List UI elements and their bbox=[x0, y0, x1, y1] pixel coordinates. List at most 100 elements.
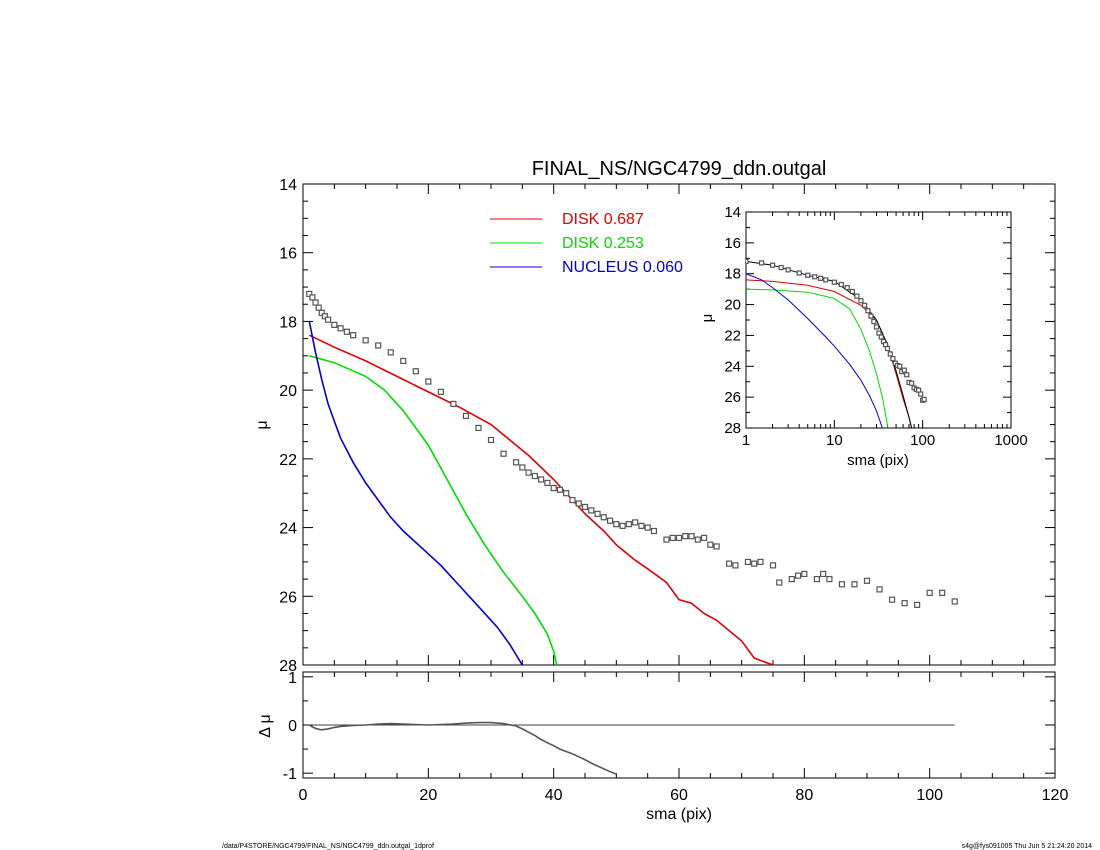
main-data-point bbox=[324, 316, 332, 323]
inset-background bbox=[746, 212, 1011, 428]
main-data-point bbox=[682, 533, 689, 540]
residual-x-tick-label: 0 bbox=[299, 787, 308, 804]
inset-data-point bbox=[818, 275, 824, 281]
main-data-point bbox=[437, 388, 444, 395]
main-data-point bbox=[525, 469, 532, 476]
main-data-point bbox=[744, 558, 752, 566]
inset-data-point bbox=[901, 367, 907, 373]
footer-file-path: /data/P4STORE/NGC4799/FINAL_NS/NGC4799_d… bbox=[222, 843, 434, 850]
main-data-point bbox=[826, 576, 833, 583]
main-y-tick-label: 28 bbox=[279, 658, 297, 675]
main-data-point bbox=[450, 400, 457, 407]
residual-x-tick-label: 60 bbox=[670, 787, 688, 804]
main-data-point bbox=[563, 490, 570, 497]
residual-y-tick-label: -1 bbox=[283, 766, 297, 783]
main-data-point bbox=[951, 598, 958, 605]
main-y-tick-label: 14 bbox=[279, 177, 297, 194]
residual-x-tick-label: 40 bbox=[545, 787, 563, 804]
inset-data-point bbox=[887, 351, 893, 357]
main-series-line-2 bbox=[308, 321, 523, 665]
main-data-point bbox=[888, 596, 896, 603]
main-data-point bbox=[500, 450, 507, 457]
main-data-point bbox=[309, 294, 316, 301]
main-data-point bbox=[707, 541, 714, 548]
inset-data-point bbox=[831, 279, 837, 285]
main-data-point bbox=[851, 581, 858, 588]
main-y-tick-label: 26 bbox=[279, 589, 297, 606]
main-data-point bbox=[650, 527, 658, 535]
residual-x-tick-label: 120 bbox=[1042, 787, 1069, 804]
legend-label-0: DISK 0.687 bbox=[562, 211, 644, 228]
inset-y-axis-label: μ bbox=[699, 314, 716, 323]
inset-data-point bbox=[878, 334, 884, 340]
inset-data-point bbox=[844, 285, 850, 291]
main-data-point bbox=[794, 572, 802, 579]
main-data-point bbox=[362, 337, 369, 344]
main-data-point bbox=[688, 533, 695, 540]
main-data-point bbox=[306, 290, 313, 298]
main-series-group bbox=[306, 290, 958, 665]
inset-x-tick-label: 1 bbox=[742, 432, 750, 449]
inset-data-point bbox=[861, 302, 868, 308]
inset-y-tick-label: 22 bbox=[724, 327, 741, 344]
inset-y-tick-label: 24 bbox=[724, 358, 741, 375]
main-data-point bbox=[769, 562, 777, 569]
main-data-point bbox=[462, 412, 470, 420]
main-data-point bbox=[550, 484, 557, 492]
main-data-point bbox=[901, 600, 908, 607]
main-data-point bbox=[625, 521, 632, 528]
legend-label-1: DISK 0.253 bbox=[562, 235, 644, 252]
main-data-point bbox=[751, 560, 758, 567]
main-data-point bbox=[876, 586, 883, 593]
main-series-line-0 bbox=[308, 334, 774, 665]
main-profile-plot: 14 16 18 20 22 24 26 28 μ DISK 0.687 DISK 0.253 NUC… bbox=[254, 177, 1056, 675]
inset-data-point bbox=[890, 355, 896, 362]
inset-data-point bbox=[884, 345, 891, 352]
inset-series-line-2 bbox=[746, 273, 883, 428]
inset-x-tick-label: 10 bbox=[826, 432, 843, 449]
main-data-point bbox=[606, 517, 614, 524]
inset-data-point bbox=[746, 258, 749, 264]
inset-log-plot: 1 10 100 1000 14 16 18 20 22 24 26 28 sma (pix) μ bbox=[699, 204, 1028, 469]
main-data-point bbox=[337, 325, 344, 332]
main-data-point bbox=[312, 299, 319, 306]
main-data-point bbox=[588, 507, 595, 514]
inset-data-point bbox=[897, 363, 903, 369]
main-y-tick-label: 20 bbox=[279, 383, 297, 400]
main-data-point bbox=[538, 476, 545, 483]
main-data-point bbox=[813, 576, 820, 583]
main-data-point bbox=[726, 560, 733, 567]
main-data-point bbox=[644, 524, 651, 531]
main-data-point bbox=[487, 436, 495, 444]
residual-x-tick-label: 100 bbox=[916, 787, 943, 804]
main-data-point bbox=[713, 543, 720, 550]
main-data-point bbox=[556, 486, 564, 493]
main-data-point bbox=[315, 304, 322, 311]
inset-data-point bbox=[812, 274, 818, 280]
inset-y-tick-label: 16 bbox=[724, 235, 741, 252]
main-data-point bbox=[569, 496, 576, 504]
main-data-point bbox=[321, 313, 329, 320]
main-y-axis-label: μ bbox=[254, 420, 271, 429]
inset-data-point bbox=[823, 277, 829, 283]
main-data-point bbox=[519, 464, 526, 471]
main-data-point bbox=[776, 579, 783, 586]
inset-data-point bbox=[758, 260, 765, 266]
inset-data-point bbox=[849, 288, 855, 295]
inset-data-point bbox=[871, 318, 877, 325]
main-data-point bbox=[638, 522, 645, 529]
inset-data-point bbox=[873, 324, 880, 330]
residual-x-tick-label: 20 bbox=[419, 787, 437, 804]
inset-data-point bbox=[921, 396, 927, 403]
inset-series-line-3 bbox=[746, 260, 913, 428]
main-data-point bbox=[512, 459, 520, 466]
inset-series-group bbox=[746, 258, 927, 428]
residual-y-tick-label: 0 bbox=[288, 718, 297, 735]
main-data-point bbox=[700, 534, 708, 541]
inset-data-point bbox=[805, 272, 811, 278]
main-data-point bbox=[318, 309, 325, 316]
residual-x-axis-label: sma (pix) bbox=[646, 806, 712, 823]
main-data-point bbox=[575, 500, 582, 507]
